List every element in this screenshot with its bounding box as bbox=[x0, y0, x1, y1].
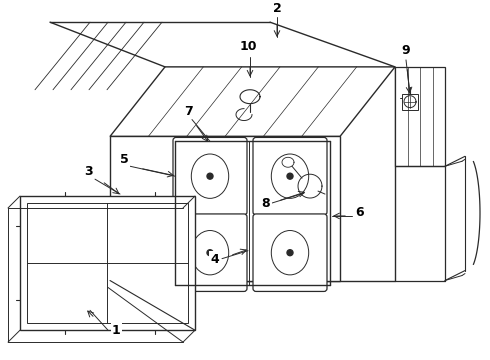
Text: 1: 1 bbox=[112, 324, 121, 337]
Text: 3: 3 bbox=[84, 165, 92, 178]
Polygon shape bbox=[395, 67, 445, 166]
Text: 7: 7 bbox=[184, 104, 193, 118]
Circle shape bbox=[287, 173, 293, 179]
Circle shape bbox=[207, 250, 213, 256]
FancyBboxPatch shape bbox=[173, 214, 247, 292]
Ellipse shape bbox=[191, 230, 229, 275]
Polygon shape bbox=[165, 67, 395, 280]
Ellipse shape bbox=[271, 154, 309, 198]
Polygon shape bbox=[20, 196, 195, 330]
Ellipse shape bbox=[191, 154, 229, 198]
Text: 4: 4 bbox=[211, 253, 220, 266]
FancyBboxPatch shape bbox=[253, 138, 327, 215]
Text: 8: 8 bbox=[262, 197, 270, 210]
Polygon shape bbox=[110, 136, 340, 280]
FancyBboxPatch shape bbox=[173, 138, 247, 215]
Polygon shape bbox=[27, 203, 188, 323]
Circle shape bbox=[207, 173, 213, 179]
Circle shape bbox=[287, 250, 293, 256]
Ellipse shape bbox=[271, 230, 309, 275]
Text: 5: 5 bbox=[120, 153, 128, 166]
Polygon shape bbox=[110, 67, 395, 136]
Text: 9: 9 bbox=[402, 44, 410, 57]
Text: 6: 6 bbox=[356, 206, 364, 219]
FancyBboxPatch shape bbox=[253, 214, 327, 292]
Text: 10: 10 bbox=[239, 40, 257, 53]
Text: 2: 2 bbox=[272, 2, 281, 15]
